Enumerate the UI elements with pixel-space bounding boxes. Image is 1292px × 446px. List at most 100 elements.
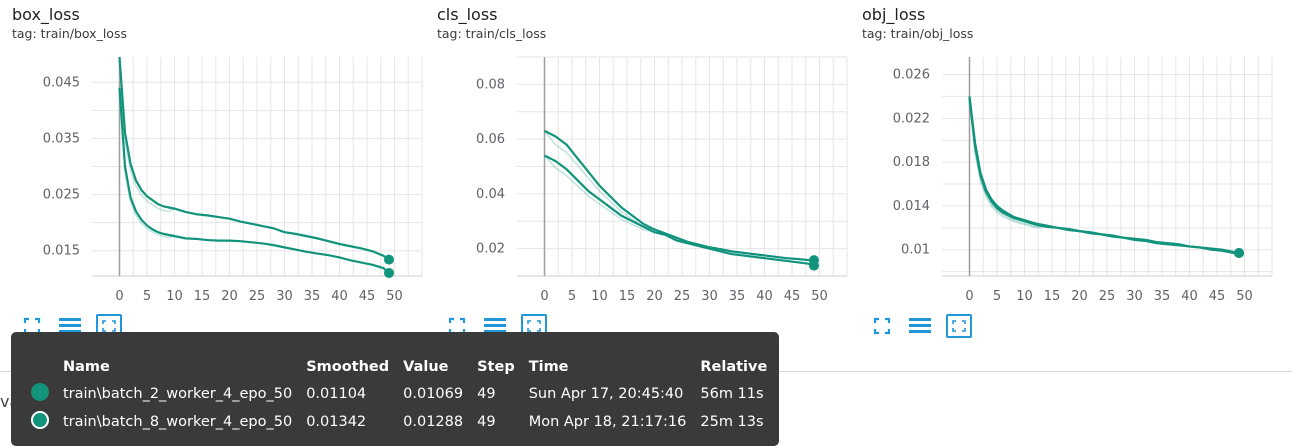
y-tick-label: 0.06 (476, 132, 505, 147)
tooltip-header-row: Name Smoothed Value Step Time Relative (31, 354, 781, 380)
series-raw-line (118, 56, 390, 261)
x-tick-label: 20 (1071, 289, 1088, 304)
y-tick-label: 0.022 (893, 111, 930, 126)
series-end-point (809, 255, 819, 266)
y-tick-label: 0.026 (893, 68, 930, 83)
header-smoothed: Smoothed (306, 359, 390, 375)
line-chart[interactable]: 0 5 10 15 20 25 30 35 40 45 50 0.02 0.04 0.06 0.08 (425, 0, 850, 310)
y-tick-label: 0.045 (43, 75, 80, 90)
header-name: Name (63, 359, 110, 375)
x-tick-label: 20 (646, 289, 663, 304)
chart-card-obj-loss: obj_loss tag: train/obj_loss 0 5 10 15 20 25 3… (850, 0, 1275, 340)
run-swatch-ring (31, 411, 49, 429)
smoothed-value: 0.01342 (306, 414, 367, 430)
chart-tag: tag: train/obj_loss (862, 26, 974, 41)
x-tick-label: 30 (276, 289, 293, 304)
chart-card-cls-loss: cls_loss tag: train/cls_loss 0 5 10 15 20 25 3… (425, 0, 850, 340)
chart-title: cls_loss (437, 5, 498, 24)
x-tick-label: 40 (756, 289, 773, 304)
data-table-icon[interactable] (908, 314, 932, 338)
chart-actions (20, 314, 122, 338)
x-tick-label: 35 (729, 289, 746, 304)
x-tick-label: 35 (1154, 289, 1171, 304)
y-tick-label: 0.035 (43, 131, 80, 146)
smoothed-value: 0.01104 (306, 386, 367, 402)
x-tick-label: 5 (568, 289, 576, 304)
y-tick-label: 0.015 (43, 244, 80, 259)
header-relative: Relative (700, 359, 768, 375)
chart-title: obj_loss (862, 5, 926, 24)
fullscreen-icon[interactable] (870, 314, 894, 338)
hover-tooltip: Name Smoothed Value Step Time Relative t… (11, 332, 779, 446)
data-table-icon[interactable] (483, 314, 507, 338)
x-tick-label: 0 (115, 289, 123, 304)
run-color-swatch (31, 380, 63, 408)
x-tick-label: 45 (784, 289, 801, 304)
x-tick-label: 10 (1016, 289, 1033, 304)
x-tick-label: 45 (1209, 289, 1226, 304)
series-line (544, 154, 815, 267)
line-chart[interactable]: 0 5 10 15 20 25 30 35 40 45 50 0.01 0.014 0.018 0.022 0… (850, 0, 1275, 310)
data-table-icon[interactable] (58, 314, 82, 338)
chart-card-box-loss: box_loss tag: train/box_loss 0 5 10 15 20 25 3… (0, 0, 425, 340)
x-tick-label: 5 (143, 289, 151, 304)
raw-value: 0.01288 (403, 414, 464, 430)
series-end-point (384, 254, 394, 265)
x-tick-label: 10 (591, 289, 608, 304)
x-tick-label: 50 (1236, 289, 1253, 304)
y-tick-label: 0.01 (901, 243, 930, 258)
y-tick-label: 0.02 (476, 242, 505, 257)
run-color-swatch (31, 408, 63, 436)
y-tick-label: 0.018 (893, 155, 930, 170)
run-name: train\batch_2_worker_4_epo_50 (63, 386, 293, 402)
y-tick-label: 0.014 (893, 199, 930, 214)
chart-tag: tag: train/box_loss (12, 26, 127, 41)
x-tick-label: 40 (1181, 289, 1198, 304)
header-step: Step (477, 359, 515, 375)
chart-actions (870, 314, 972, 338)
x-tick-label: 0 (540, 289, 548, 304)
fullscreen-icon[interactable] (445, 314, 469, 338)
step-value: 49 (477, 386, 496, 402)
x-tick-label: 50 (811, 289, 828, 304)
series-line (968, 96, 1240, 255)
fit-domain-icon[interactable] (946, 314, 972, 338)
x-tick-label: 30 (1126, 289, 1143, 304)
chart-tag: tag: train/cls_loss (437, 26, 547, 41)
y-tick-label: 0.025 (43, 188, 80, 203)
x-tick-label: 25 (249, 289, 266, 304)
x-tick-label: 20 (221, 289, 238, 304)
series-line (118, 56, 390, 261)
time-value: Sun Apr 17, 20:45:40 (528, 386, 684, 402)
x-tick-label: 10 (166, 289, 183, 304)
series-line (118, 87, 390, 274)
x-tick-label: 25 (674, 289, 691, 304)
tooltip-row: train\batch_8_worker_4_epo_50 0.01342 0.… (31, 408, 781, 436)
x-tick-label: 15 (194, 289, 211, 304)
x-tick-label: 5 (993, 289, 1001, 304)
x-tick-label: 25 (1099, 289, 1116, 304)
x-tick-label: 35 (304, 289, 321, 304)
x-tick-label: 45 (359, 289, 376, 304)
x-tick-label: 30 (701, 289, 718, 304)
run-swatch-filled (31, 383, 49, 401)
series-line (968, 98, 1239, 255)
x-tick-label: 40 (331, 289, 348, 304)
run-name: train\batch_8_worker_4_epo_50 (63, 414, 293, 430)
series-raw-line (968, 98, 1239, 254)
header-value: Value (403, 359, 449, 375)
tooltip-table: Name Smoothed Value Step Time Relative t… (31, 354, 781, 436)
line-chart[interactable]: 0 5 10 15 20 25 30 35 40 45 50 0.015 0.025 0.035 0.045 (0, 0, 425, 310)
x-tick-label: 0 (965, 289, 973, 304)
chart-title: box_loss (12, 5, 80, 24)
y-tick-label: 0.08 (476, 77, 505, 92)
series-end-point (1234, 248, 1244, 259)
x-tick-label: 15 (619, 289, 636, 304)
fullscreen-icon[interactable] (20, 314, 44, 338)
relative-value: 25m 13s (700, 414, 764, 430)
y-tick-label: 0.04 (476, 187, 505, 202)
header-time: Time (528, 359, 569, 375)
step-value: 49 (477, 414, 496, 430)
series-raw-line (968, 96, 1240, 254)
series-end-point (384, 267, 394, 278)
